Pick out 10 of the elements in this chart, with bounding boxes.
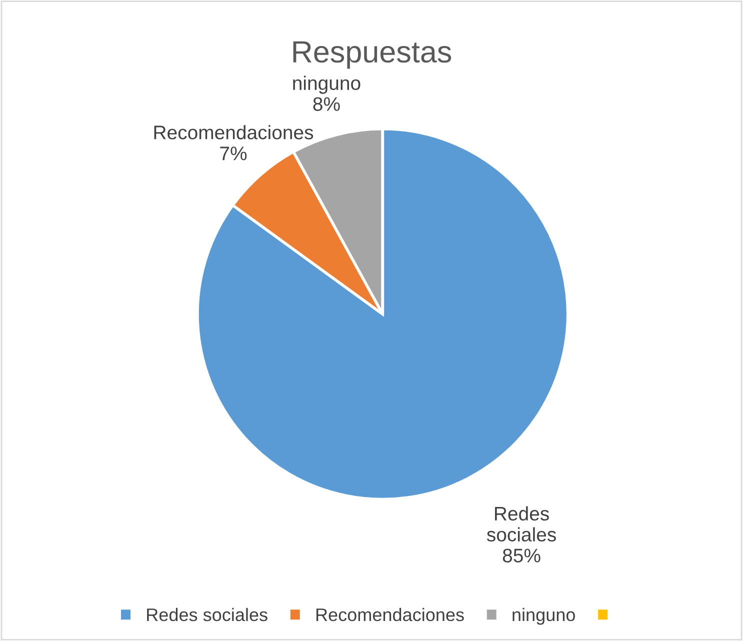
data-label: 7% <box>220 146 247 160</box>
slice-label: Recomendaciones <box>154 125 314 140</box>
slice-label: Redes sociales <box>486 506 556 542</box>
slice-label: ninguno <box>293 76 360 94</box>
legend-label: Redes sociales <box>147 608 268 622</box>
data-label: 8% <box>313 97 340 111</box>
legend-label: ninguno <box>512 608 575 625</box>
chart-title: Respuestas <box>293 41 452 69</box>
data-label: 85% <box>502 548 540 562</box>
legend-label: Recomendaciones <box>316 608 464 622</box>
